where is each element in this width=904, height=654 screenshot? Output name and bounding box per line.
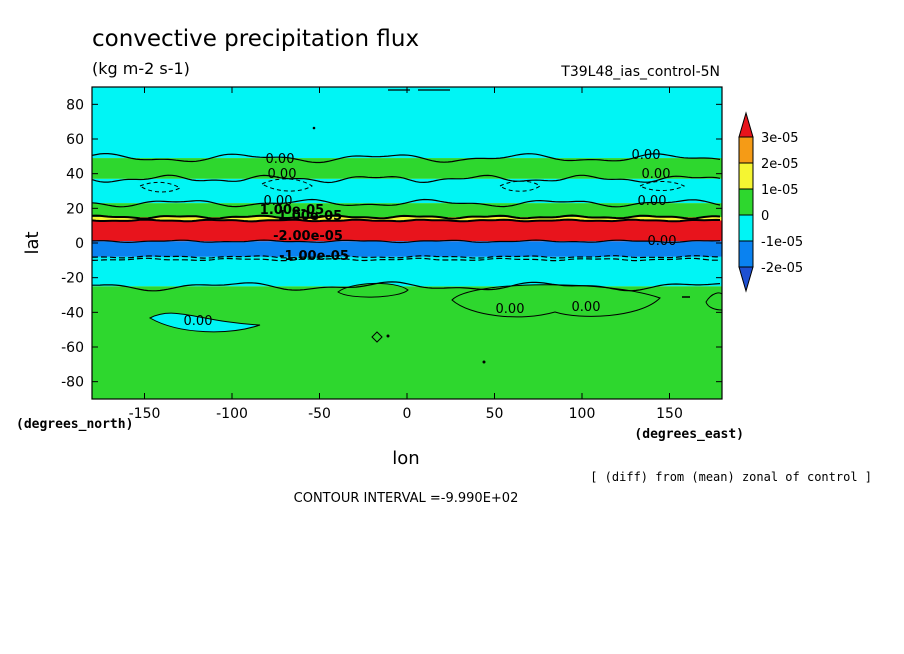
contour-label: 0.00 <box>642 167 671 182</box>
contour-label: 0.00 <box>266 152 295 167</box>
colorbar: 3e-05 2e-05 1e-05 0 -1e-05 -2e-05 <box>738 111 803 293</box>
contour-line-7 <box>91 257 720 262</box>
field-band-3 <box>92 203 722 217</box>
contour-label: 0.00 <box>184 314 213 329</box>
field-band-0 <box>92 87 722 159</box>
field-features <box>138 89 723 364</box>
contour-label: 0.00 <box>572 300 601 315</box>
colorbar-swatch <box>738 136 754 164</box>
x-tick-label: 0 <box>403 406 412 422</box>
dashed-contour-2 <box>260 178 313 192</box>
y-tick-label: -60 <box>61 340 84 356</box>
dashed-contour-1 <box>138 181 182 193</box>
colorbar-swatch <box>738 240 754 268</box>
y-units-label: (degrees_north) <box>16 417 133 432</box>
speck-2 <box>386 334 390 338</box>
speck-1 <box>312 126 316 130</box>
y-tick-label: 60 <box>66 132 84 148</box>
contour-line-0 <box>91 153 721 164</box>
field-band-4 <box>92 217 722 221</box>
contour-label: 0.00 <box>648 234 677 249</box>
contour-line-5 <box>91 239 721 244</box>
contour-line-4 <box>91 218 721 223</box>
x-tick-label: 100 <box>569 406 596 422</box>
colorbar-label: 3e-05 <box>761 131 799 146</box>
overlap-contour-label: -1.00e-05 <box>279 249 349 264</box>
colorbar-swatch <box>738 162 754 190</box>
contour-label: 0.00 <box>496 302 525 317</box>
x-tick-label: -50 <box>308 406 331 422</box>
contour-line-6 <box>92 255 720 259</box>
x-units-label: (degrees_east) <box>634 427 744 442</box>
speck-4 <box>371 331 383 343</box>
dashed-contour-3 <box>499 180 541 192</box>
y-tick-label: 20 <box>66 201 84 217</box>
field-bands <box>92 87 722 399</box>
field-band-5 <box>92 220 722 242</box>
colorbar-label: 0 <box>761 209 769 224</box>
contour-label: 0.00 <box>264 194 293 209</box>
plot-area: 0.000.000.000.000.000.000.000.00 0.000.00… <box>91 86 723 400</box>
run-label: T39L48_ias_control-5N <box>560 64 720 80</box>
y-tick-label: -20 <box>61 271 84 287</box>
y-tick-label: -80 <box>61 375 84 391</box>
southern-patch-2 <box>451 284 661 318</box>
chart-subtitle: (kg m-2 s-1) <box>92 59 190 78</box>
contour-line-8 <box>92 281 721 292</box>
field-band-7 <box>92 256 722 287</box>
y-axis-label: lat <box>22 231 43 254</box>
field-band-1 <box>92 158 722 179</box>
colorbar-cap-bottom <box>738 266 754 293</box>
contour-label: 0.00 <box>638 194 667 209</box>
colorbar-swatch <box>738 188 754 216</box>
colorbar-swatch <box>738 214 754 242</box>
field-band-2 <box>92 178 722 204</box>
colorbar-label: -1e-05 <box>761 235 803 250</box>
y-tick-label: 40 <box>66 167 84 183</box>
contour-label: 0.00 <box>268 167 297 182</box>
contour-lines <box>91 153 721 292</box>
y-axis: 80 60 40 20 0 -20 -40 -60 -80 <box>61 97 722 391</box>
x-tick-label: -150 <box>129 406 161 422</box>
x-tick-label: 150 <box>656 406 683 422</box>
southern-cyan-lobe <box>148 312 261 333</box>
dashed-contour-4 <box>638 181 686 191</box>
speck-3 <box>482 360 486 364</box>
colorbar-cap-top <box>738 111 754 138</box>
y-tick-label: -40 <box>61 305 84 321</box>
y-tick-label: 80 <box>66 97 84 113</box>
contour-interval: CONTOUR INTERVAL =-9.990E+02 <box>294 491 519 506</box>
colorbar-label: 2e-05 <box>761 157 799 172</box>
annotation-note: [ (diff) from (mean) zonal of control ] <box>590 470 872 484</box>
colorbar-label: -2e-05 <box>761 261 803 276</box>
contour-line-3 <box>91 214 721 220</box>
chart-title: convective precipitation flux <box>92 26 419 52</box>
x-tick-label: 50 <box>486 406 504 422</box>
colorbar-label: 1e-05 <box>761 183 799 198</box>
field-band-6 <box>92 241 722 257</box>
x-tick-label: -100 <box>216 406 248 422</box>
overlap-contour-label: -2.00e-05 <box>273 229 343 244</box>
x-axis: -150 -100 -50 0 50 100 150 <box>129 87 683 422</box>
contour-label: 0.00 <box>632 148 661 163</box>
overlap-contour-label: 1.00e-05 <box>260 203 324 218</box>
contour-line-2 <box>91 198 721 208</box>
contour-labels: 0.000.000.000.000.000.000.000.00 0.000.00… <box>184 148 677 329</box>
overlap-contour-label: 1.00e-05 <box>278 209 342 224</box>
contour-line-1 <box>91 174 721 184</box>
x-axis-label: lon <box>392 448 419 469</box>
y-tick-label: 0 <box>75 236 84 252</box>
